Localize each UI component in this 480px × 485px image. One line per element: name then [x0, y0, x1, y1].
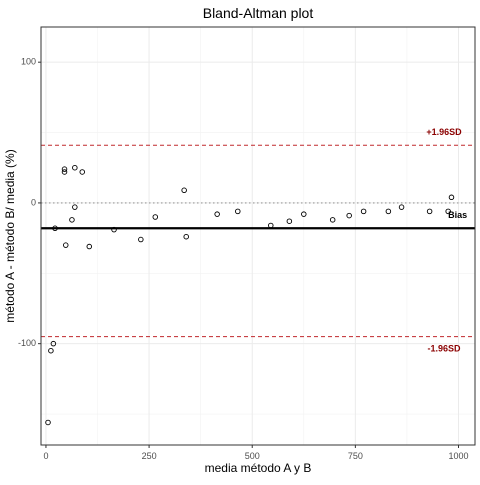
- data-point: [72, 204, 78, 210]
- annotation-label: +1.96SD: [426, 127, 462, 137]
- data-point: [111, 226, 117, 233]
- y-tick-label: 100: [21, 57, 36, 67]
- x-tick-label: 750: [348, 451, 363, 461]
- data-point: [214, 211, 220, 217]
- annotation-label: -1.96SD: [428, 344, 462, 354]
- data-point: [69, 217, 75, 223]
- data-point: [72, 164, 78, 171]
- data-point: [445, 208, 451, 215]
- data-points: [45, 164, 455, 426]
- axes: 0 250 500 750 1000 -100 0 100: [18, 57, 469, 461]
- data-point: [61, 169, 68, 175]
- panel-border: [40, 26, 476, 446]
- data-point: [268, 222, 274, 229]
- data-point: [426, 208, 433, 215]
- data-point: [48, 347, 54, 354]
- data-point: [346, 212, 352, 219]
- data-point: [45, 419, 51, 426]
- data-point: [448, 194, 455, 201]
- data-point: [63, 242, 69, 248]
- chart-title: Bland-Altman plot: [203, 5, 314, 21]
- x-tick-label: 250: [142, 451, 157, 461]
- data-point: [183, 233, 189, 240]
- data-point: [360, 208, 367, 215]
- data-point: [86, 243, 93, 250]
- data-point: [138, 236, 144, 243]
- data-point: [181, 187, 187, 194]
- data-point: [398, 204, 405, 210]
- data-point: [52, 225, 58, 232]
- x-axis-label: media método A y B: [205, 461, 312, 475]
- y-tick-label: -100: [18, 338, 36, 348]
- data-point: [50, 340, 57, 347]
- data-point: [301, 211, 307, 217]
- data-point: [286, 218, 293, 224]
- x-tick-label: 500: [245, 451, 260, 461]
- data-point: [61, 166, 68, 172]
- data-point: [329, 217, 336, 223]
- x-tick-label: 1000: [448, 451, 468, 461]
- data-point: [79, 169, 86, 175]
- reference-lines: [41, 144, 475, 338]
- data-point: [235, 208, 241, 215]
- data-point: [385, 208, 392, 215]
- data-point: [152, 214, 159, 220]
- y-axis-label: método A - método B/ media (%): [3, 149, 17, 322]
- x-tick-label: 0: [43, 451, 48, 461]
- y-tick-label: 0: [31, 197, 36, 207]
- annotation-label: Bias: [448, 210, 467, 220]
- annotations: +1.96SD Bias -1.96SD: [426, 127, 467, 354]
